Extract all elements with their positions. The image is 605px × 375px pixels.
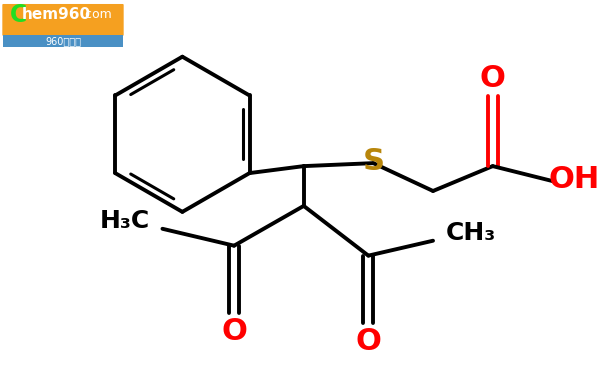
Bar [3, 35, 123, 47]
Text: CH₃: CH₃ [446, 221, 496, 245]
Text: 960化工网: 960化工网 [45, 36, 81, 46]
Text: .com: .com [82, 8, 113, 21]
Text: hem960: hem960 [22, 8, 91, 22]
Text: OH: OH [549, 165, 600, 194]
Text: H₃C: H₃C [100, 209, 150, 233]
Text: S: S [362, 147, 384, 176]
Text: C: C [10, 3, 27, 27]
FancyBboxPatch shape [2, 4, 123, 36]
Text: O: O [355, 327, 381, 356]
Text: O: O [480, 64, 506, 93]
Text: O: O [221, 317, 247, 346]
